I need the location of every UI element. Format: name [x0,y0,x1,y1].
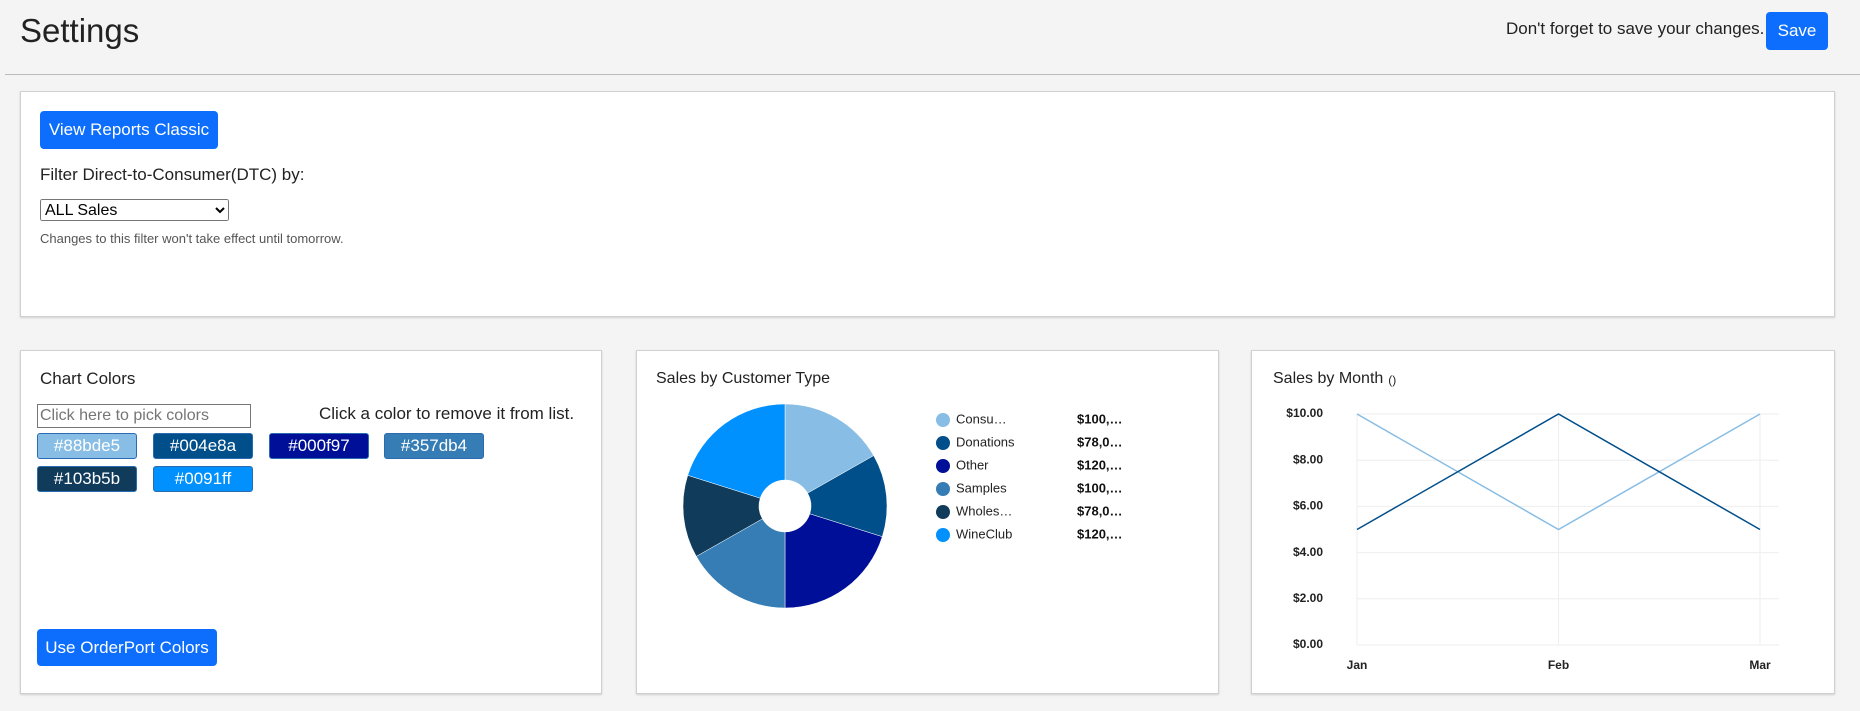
y-tick-label: $4.00 [1293,545,1323,559]
color-chip[interactable]: #88bde5 [37,433,137,459]
chart-title: Sales by Month [1273,370,1383,387]
divider [5,74,1860,75]
color-chip[interactable]: #0091ff [153,466,253,492]
use-orderport-colors-button[interactable]: Use OrderPort Colors [37,629,217,666]
page-title: Settings [20,12,140,49]
y-tick-label: $2.00 [1293,591,1323,605]
chart-subtitle: () [1388,373,1396,387]
color-chip[interactable]: #103b5b [37,466,137,492]
legend-label: Samples [956,480,1007,495]
line-panel [1251,350,1835,694]
legend-label: Other [956,457,989,472]
filter-label: Filter Direct-to-Consumer(DTC) by: [40,165,305,184]
color-chip[interactable]: #004e8a [153,433,253,459]
legend-swatch [936,413,950,427]
legend-swatch [936,436,950,450]
chart-title: Sales by Customer Type [656,370,830,387]
x-tick-label: Feb [1548,658,1569,672]
y-tick-label: $6.00 [1293,499,1323,513]
legend-label: WineClub [956,526,1012,541]
legend-swatch [936,505,950,519]
line-series [1356,413,1761,531]
legend-value: $78,0… [1077,503,1123,518]
y-tick-label: $8.00 [1293,452,1323,466]
legend-label: Donations [956,434,1015,449]
pie-slice [695,518,786,609]
color-picker-input[interactable] [37,404,251,428]
legend-value: $120,… [1077,526,1123,541]
filter-select[interactable]: ALL Sales [40,199,229,221]
y-tick-label: $10.00 [1286,406,1323,420]
save-reminder: Don't forget to save your changes. [1506,19,1765,38]
filter-panel [20,91,1835,317]
pie-slice [784,403,875,494]
line-series [1356,413,1761,531]
pie-slice [784,513,883,609]
filter-note: Changes to this filter won't take effect… [40,231,344,246]
color-chip[interactable]: #357db4 [384,433,484,459]
x-tick-label: Jan [1347,658,1368,672]
y-tick-label: $0.00 [1293,637,1323,651]
remove-hint: Click a color to remove it from list. [319,404,575,423]
legend-value: $78,0… [1077,434,1123,449]
save-button[interactable]: Save [1766,12,1828,50]
pie-slice [687,403,786,499]
legend-value: $100,… [1077,411,1123,426]
legend-label: Consu… [956,411,1007,426]
legend-swatch [936,482,950,496]
view-reports-button[interactable]: View Reports Classic [40,111,218,149]
legend-swatch [936,459,950,473]
legend-value: $100,… [1077,480,1123,495]
chart-colors-title: Chart Colors [40,369,136,388]
legend-swatch [936,528,950,542]
color-chip[interactable]: #000f97 [269,433,369,459]
legend-value: $120,… [1077,457,1123,472]
x-tick-label: Mar [1749,658,1771,672]
legend-label: Wholes… [956,503,1012,518]
